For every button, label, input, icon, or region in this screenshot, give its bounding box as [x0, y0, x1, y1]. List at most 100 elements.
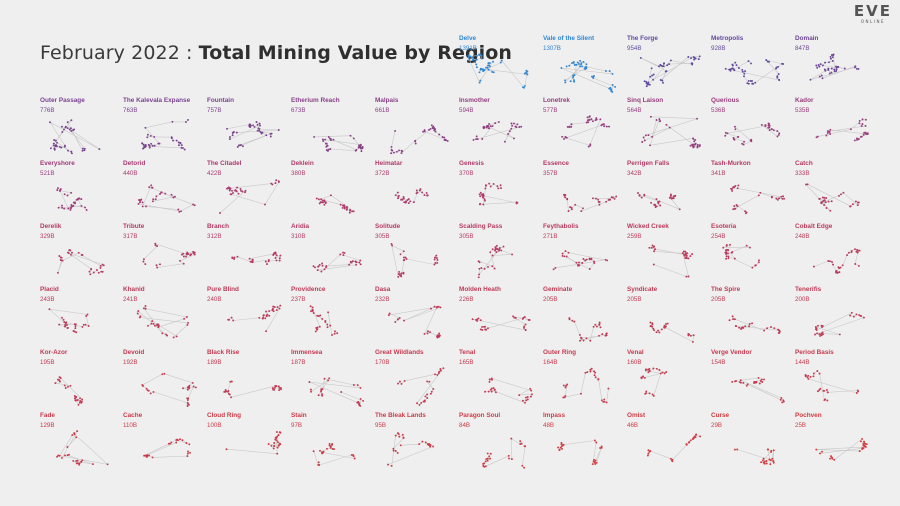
system-dot: [359, 263, 362, 266]
system-dot: [571, 62, 573, 64]
system-dot: [252, 124, 255, 127]
system-dot: [651, 323, 654, 326]
region-map: [552, 250, 609, 271]
system-dot: [481, 138, 484, 140]
region-map: [137, 184, 196, 213]
region-map: [637, 192, 681, 211]
system-dot: [179, 438, 182, 441]
region-value: 357B: [543, 170, 558, 177]
system-dot: [156, 245, 159, 248]
system-dot: [428, 380, 431, 383]
system-dot: [63, 384, 66, 387]
system-dot: [394, 129, 397, 132]
system-link: [682, 253, 689, 277]
system-link: [492, 254, 513, 256]
system-dot: [403, 379, 406, 382]
region-value: 536B: [711, 107, 726, 114]
system-dot: [401, 198, 404, 201]
system-dot: [392, 447, 395, 450]
system-dot: [359, 404, 362, 407]
system-dot: [818, 372, 821, 375]
system-dot: [58, 255, 61, 257]
region-map: [728, 315, 781, 335]
region-value: 48B: [543, 422, 555, 429]
region-name: Genesis: [459, 160, 484, 167]
region-connections: [816, 438, 867, 461]
system-dot: [152, 390, 155, 393]
system-link: [692, 335, 694, 342]
system-dot: [57, 187, 59, 190]
system-dot: [483, 198, 486, 201]
region-name: Aridia: [291, 223, 310, 230]
system-dot: [733, 125, 736, 128]
system-dot: [66, 127, 69, 130]
region-name: Placid: [40, 286, 59, 293]
system-dot: [185, 121, 187, 123]
system-dot: [853, 139, 856, 142]
region-value: 342B: [627, 170, 642, 177]
system-dot: [733, 257, 736, 260]
system-dot: [737, 67, 740, 69]
system-dot: [185, 442, 188, 444]
region-panel: The Forge 954B: [627, 35, 709, 95]
system-link: [810, 67, 855, 80]
system-link: [511, 438, 513, 460]
region-map: [54, 376, 84, 406]
system-dot: [761, 459, 764, 462]
system-link: [815, 326, 840, 335]
system-dot: [565, 255, 568, 258]
system-link: [139, 317, 189, 324]
system-dot: [148, 186, 151, 189]
system-dot: [837, 266, 840, 269]
system-dot: [861, 123, 864, 125]
system-dot: [56, 271, 59, 274]
system-dot: [595, 461, 598, 464]
region-name: Essence: [543, 160, 569, 167]
region-value: 594B: [459, 107, 474, 114]
system-dot: [513, 137, 515, 140]
system-link: [519, 394, 533, 396]
system-dot: [838, 333, 841, 336]
system-dot: [240, 144, 242, 146]
system-dot: [229, 380, 232, 383]
system-dot: [645, 82, 648, 85]
region-value: 240B: [207, 296, 222, 303]
system-link: [152, 320, 177, 337]
region-value: 195B: [40, 359, 55, 366]
system-dot: [826, 130, 829, 133]
system-dot: [827, 200, 830, 203]
system-dot: [820, 332, 823, 335]
region-name: Tenerifis: [795, 286, 822, 293]
system-dot: [818, 333, 821, 336]
system-dot: [605, 334, 608, 337]
system-dot: [400, 198, 403, 201]
region-value: 776B: [40, 107, 55, 114]
system-dot: [769, 459, 772, 462]
system-dot: [141, 142, 144, 145]
system-dot: [156, 323, 159, 326]
system-dot: [426, 443, 429, 446]
system-dot: [765, 59, 768, 61]
system-dot: [742, 143, 745, 146]
system-dot: [433, 258, 436, 261]
system-dot: [345, 208, 348, 211]
system-link: [239, 134, 267, 146]
system-dot: [491, 265, 494, 268]
system-dot: [484, 328, 487, 331]
system-dot: [842, 191, 845, 194]
system-dot: [186, 405, 189, 407]
system-dot: [827, 260, 830, 262]
system-dot: [591, 197, 594, 200]
system-dot: [840, 193, 842, 196]
system-dot: [276, 306, 279, 309]
system-dot: [770, 451, 772, 453]
system-dot: [179, 259, 181, 262]
system-dot: [320, 270, 323, 273]
system-dot: [650, 201, 653, 204]
region-map: [49, 119, 101, 155]
system-dot: [61, 259, 64, 262]
system-dot: [659, 372, 662, 375]
system-link: [648, 60, 672, 85]
system-link: [85, 315, 89, 327]
system-link: [404, 374, 436, 382]
